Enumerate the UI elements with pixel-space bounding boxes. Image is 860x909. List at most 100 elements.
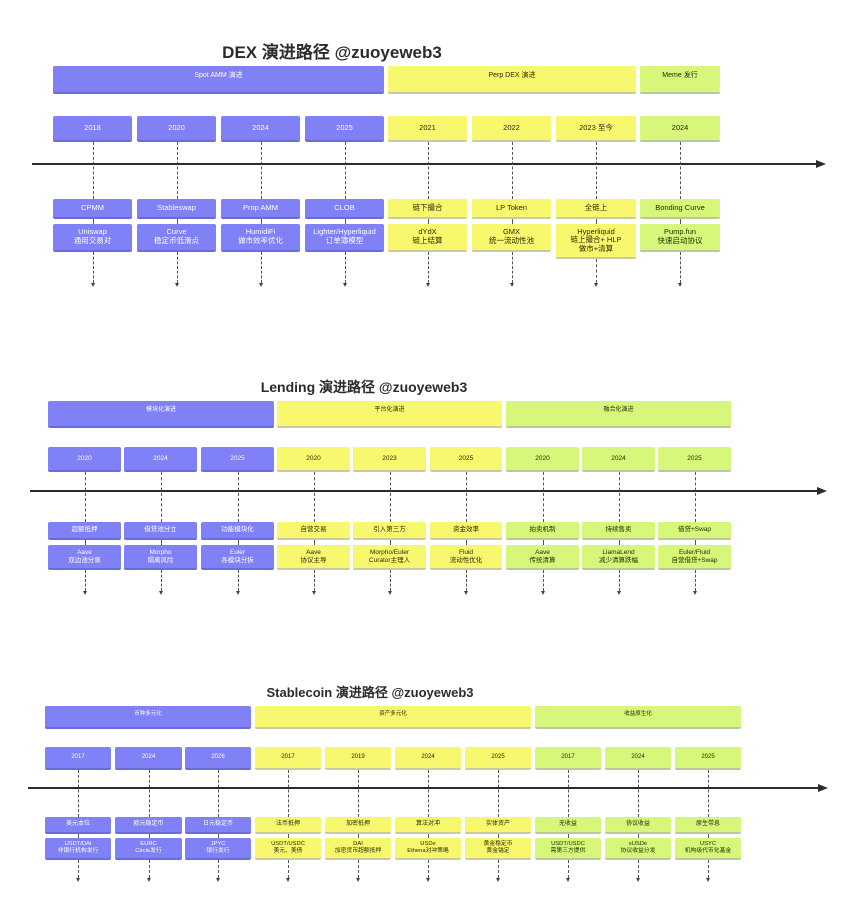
lending-phase-bar: 融合化演进 bbox=[506, 401, 731, 428]
dashed-connector bbox=[596, 259, 597, 283]
dashed-connector bbox=[149, 770, 150, 817]
dashed-connector bbox=[238, 472, 239, 522]
dashed-connector bbox=[680, 252, 681, 283]
arrow-right-icon bbox=[818, 784, 828, 792]
stablecoin-year-box: 2024 bbox=[115, 747, 182, 770]
dex-year-box: 2023 至今 bbox=[556, 116, 636, 142]
dashed-connector bbox=[288, 770, 289, 817]
dashed-connector bbox=[596, 142, 597, 199]
dex-protocol-detail: Hyperliquid 链上撮合+ HLP 做市+清算 bbox=[556, 224, 636, 259]
dex-mechanism-tag: Stableswap bbox=[137, 199, 216, 219]
arrow-down-icon bbox=[175, 283, 179, 287]
arrow-down-icon bbox=[312, 591, 316, 595]
lending-protocol-detail: Euler 各模块分拆 bbox=[201, 545, 274, 570]
dashed-connector bbox=[85, 540, 86, 545]
arrow-down-icon bbox=[259, 283, 263, 287]
stablecoin-year-box: 2017 bbox=[45, 747, 111, 770]
dex-mechanism-tag: CPMM bbox=[53, 199, 132, 219]
dashed-connector bbox=[238, 540, 239, 545]
dex-protocol-detail: HumidiFi 做市效率优化 bbox=[221, 224, 300, 252]
dashed-connector bbox=[708, 860, 709, 878]
dashed-connector bbox=[390, 472, 391, 522]
stablecoin-phase-bar: 资产多元化 bbox=[255, 706, 531, 729]
dashed-connector bbox=[78, 860, 79, 878]
lending-protocol-detail: Aave 协议主导 bbox=[277, 545, 350, 570]
dashed-connector bbox=[314, 570, 315, 591]
arrow-down-icon bbox=[83, 591, 87, 595]
dashed-connector bbox=[619, 570, 620, 591]
dashed-connector bbox=[466, 570, 467, 591]
lending-title: Lending 演进路径 @zuoyeweb3 bbox=[260, 379, 468, 395]
stablecoin-year-box: 2017 bbox=[255, 747, 321, 770]
dex-phase-bar: Spot AMM 演进 bbox=[53, 66, 384, 94]
lending-mechanism-tag: 借贷+Swap bbox=[658, 522, 731, 540]
dashed-connector bbox=[93, 142, 94, 199]
dashed-connector bbox=[161, 570, 162, 591]
stablecoin-mechanism-tag: 无收益 bbox=[535, 817, 601, 834]
stablecoin-mechanism-tag: 法币抵押 bbox=[255, 817, 321, 834]
dex-mechanism-tag: 链下撮合 bbox=[388, 199, 467, 219]
dashed-connector bbox=[149, 860, 150, 878]
stablecoin-protocol-detail: EURC Circle发行 bbox=[115, 838, 182, 860]
dex-mechanism-tag: 全链上 bbox=[556, 199, 636, 219]
dashed-connector bbox=[345, 252, 346, 283]
dex-mechanism-tag: Prop AMM bbox=[221, 199, 300, 219]
dashed-connector bbox=[543, 540, 544, 545]
lending-protocol-detail: Aave 双边池分离 bbox=[48, 545, 121, 570]
arrow-down-icon bbox=[286, 878, 290, 882]
dashed-connector bbox=[680, 219, 681, 224]
stablecoin-protocol-detail: JPYC 银行发行 bbox=[185, 838, 251, 860]
stablecoin-year-box: 2019 bbox=[325, 747, 391, 770]
arrow-down-icon bbox=[147, 878, 151, 882]
dex-phase-bar: Meme 发行 bbox=[640, 66, 720, 94]
arrow-down-icon bbox=[464, 591, 468, 595]
lending-mechanism-tag: 资金效率 bbox=[430, 522, 502, 540]
dashed-connector bbox=[93, 219, 94, 224]
dashed-connector bbox=[149, 834, 150, 838]
dashed-connector bbox=[78, 770, 79, 817]
stablecoin-phase-bar: 收益原生化 bbox=[535, 706, 741, 729]
dashed-connector bbox=[85, 570, 86, 591]
dashed-connector bbox=[161, 540, 162, 545]
dashed-connector bbox=[78, 834, 79, 838]
dashed-connector bbox=[358, 834, 359, 838]
dashed-connector bbox=[345, 142, 346, 199]
dashed-connector bbox=[288, 834, 289, 838]
dashed-connector bbox=[428, 142, 429, 199]
dex-year-box: 2024 bbox=[221, 116, 300, 142]
lending-year-box: 2023 bbox=[353, 447, 426, 472]
stablecoin-year-box: 2017 bbox=[535, 747, 601, 770]
dex-year-box: 2024 bbox=[640, 116, 720, 142]
arrow-down-icon bbox=[693, 591, 697, 595]
dashed-connector bbox=[161, 472, 162, 522]
arrow-down-icon bbox=[356, 878, 360, 882]
lending-phase-bar: 平台化演进 bbox=[277, 401, 502, 428]
dashed-connector bbox=[512, 219, 513, 224]
dashed-connector bbox=[695, 570, 696, 591]
dashed-connector bbox=[358, 770, 359, 817]
dashed-connector bbox=[680, 142, 681, 199]
stablecoin-mechanism-tag: 日元稳定币 bbox=[185, 817, 251, 834]
arrow-down-icon bbox=[617, 591, 621, 595]
dashed-connector bbox=[85, 472, 86, 522]
dashed-connector bbox=[314, 472, 315, 522]
stablecoin-protocol-detail: USYC 机构级代币化基金 bbox=[675, 838, 741, 860]
dex-protocol-detail: Pump.fun 快速启动协议 bbox=[640, 224, 720, 252]
dashed-connector bbox=[218, 834, 219, 838]
dashed-connector bbox=[358, 860, 359, 878]
dashed-connector bbox=[345, 219, 346, 224]
lending-protocol-detail: Euler/Fluid 自营借贷+Swap bbox=[658, 545, 731, 570]
stablecoin-protocol-detail: USDT/USDC 美元、美债 bbox=[255, 838, 321, 860]
dashed-connector bbox=[238, 570, 239, 591]
lending-mechanism-tag: 自营交易 bbox=[277, 522, 350, 540]
arrow-down-icon bbox=[594, 283, 598, 287]
dex-timeline-axis bbox=[32, 163, 816, 165]
lending-protocol-detail: Morpho 隔离风险 bbox=[124, 545, 197, 570]
stablecoin-title: Stablecoin 演进路径 @zuoyeweb3 bbox=[266, 685, 474, 700]
dex-year-box: 2021 bbox=[388, 116, 467, 142]
dashed-connector bbox=[390, 540, 391, 545]
stablecoin-year-box: 2025 bbox=[465, 747, 531, 770]
stablecoin-year-box: 2024 bbox=[395, 747, 461, 770]
dashed-connector bbox=[428, 219, 429, 224]
lending-year-box: 2020 bbox=[277, 447, 350, 472]
